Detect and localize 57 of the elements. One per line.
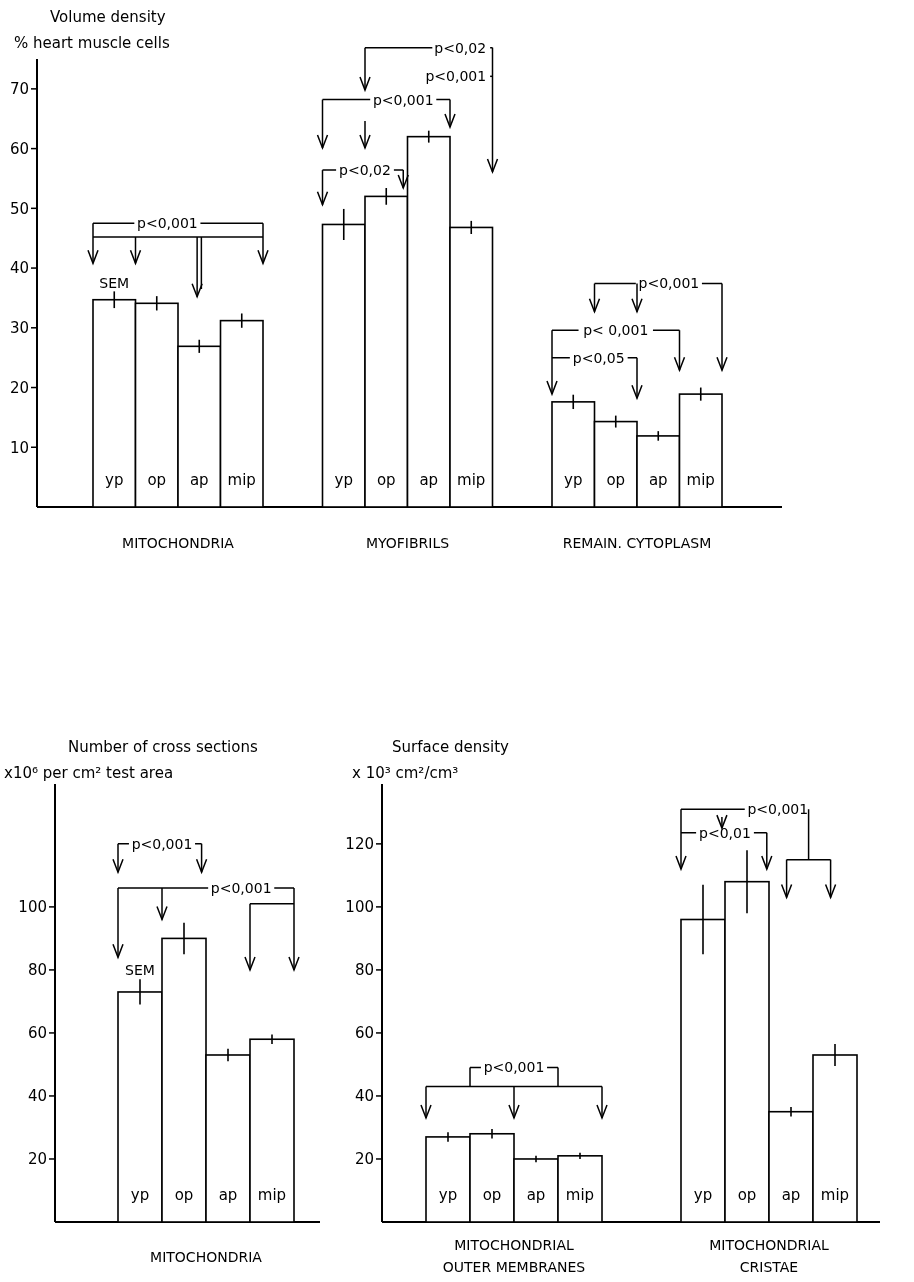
y-tick-label: 40 (354, 1087, 374, 1106)
y-tick-label: 70 (9, 80, 29, 99)
annotation: p<0,001 (131, 835, 193, 852)
x-tick-label: MITOCHONDRIA (122, 535, 235, 551)
y-tick-label: 80 (354, 961, 374, 980)
x-tick-label: MITOCHONDRIAL CRISTAE (709, 1237, 829, 1275)
series-label: yp (564, 471, 583, 489)
y-tick-label: 100 (345, 898, 374, 917)
y-tick-label: 120 (345, 835, 374, 854)
annotation: p<0,001 (372, 91, 434, 108)
y-tick-label: 20 (27, 1150, 47, 1169)
y-axis-title: Surface density x 10³ cm²/cm³ (352, 738, 510, 782)
x-tick-label: op (174, 1186, 194, 1204)
text: op (147, 471, 167, 489)
annotation: p<0,02 (339, 162, 391, 178)
annotation: p< 0,001 (583, 322, 649, 339)
text: yp (334, 471, 353, 489)
y-tick-label: 60 (354, 1024, 374, 1043)
y-tick-label: 20 (354, 1150, 374, 1169)
y-tick-label: 50 (9, 199, 29, 218)
annotation: p<0,001 (137, 215, 198, 232)
y-axis-title: Volume density % heart muscle cells (14, 8, 170, 52)
series-label: mip (457, 471, 486, 489)
y-tick-label: 20 (9, 378, 29, 397)
annotation: p<0,001 (483, 1059, 545, 1076)
annotation: p<0,001 (425, 68, 487, 85)
y-tick-label: 60 (27, 1024, 47, 1043)
x-tick-label: yp (130, 1186, 150, 1204)
series-label: op (376, 471, 396, 489)
y-tick-label: 10 (9, 438, 29, 457)
text: mip (686, 471, 715, 489)
series-label: ap (189, 471, 209, 489)
y-axis-title: Number of cross sections x10⁶ per cm² test area (4, 738, 258, 782)
annotation: p<0,001 (638, 275, 700, 292)
annotation: SEM (99, 275, 130, 292)
y-tick-label: 40 (27, 1087, 47, 1106)
x-tick-label: MITOCHONDRIAL OUTER MEMBRANES (442, 1237, 586, 1275)
y-tick-label: 30 (9, 319, 29, 338)
text: ap (419, 471, 439, 489)
annotation: p<0,001 (747, 801, 809, 818)
x-tick-label: REMAIN. CYTOPLASM (562, 535, 712, 551)
y-tick-label: 80 (27, 961, 47, 980)
annotation: p<0,01 (699, 824, 751, 841)
annotation: SEM (125, 961, 155, 978)
y-tick-label: 40 (9, 259, 29, 278)
annotation: p<0,001 (210, 879, 272, 896)
y-tick-label: 60 (9, 139, 29, 158)
text: ap (648, 471, 668, 489)
text: op (606, 471, 626, 489)
text: yp (105, 471, 124, 489)
text: p<0,02 (434, 39, 487, 56)
x-tick-label: ap (218, 1186, 238, 1204)
x-tick-label: MYOFIBRILS (365, 535, 450, 551)
y-tick-label: 100 (18, 898, 47, 917)
annotation: p<0,05 (572, 349, 625, 366)
text: mip (227, 471, 256, 489)
x-tick-label: mip (257, 1186, 287, 1204)
